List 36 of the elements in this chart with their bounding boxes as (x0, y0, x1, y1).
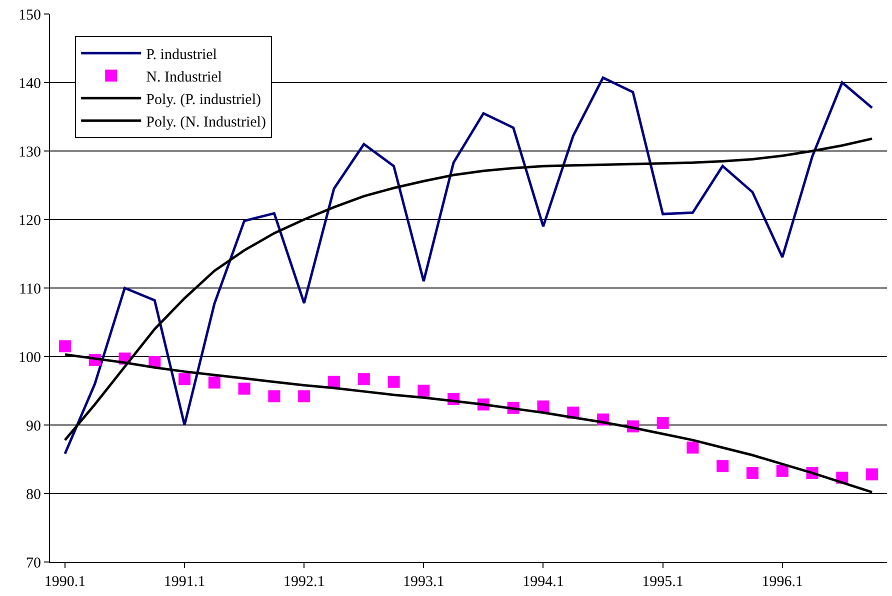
legend-label: N. Industriel (146, 70, 222, 86)
point (537, 400, 550, 413)
point (418, 384, 430, 397)
legend-label: P. industriel (146, 47, 217, 64)
point (746, 466, 758, 479)
y-tick-label: 150 (18, 7, 41, 24)
point (656, 416, 669, 429)
y-tick-label: 140 (18, 76, 41, 92)
y-tick-label: 110 (19, 281, 41, 298)
x-tick-label: 1994.1 (522, 574, 564, 590)
point (208, 376, 220, 389)
point (238, 382, 250, 395)
y-tick-label: 120 (18, 212, 41, 229)
legend-label: Poly. (P. industriel) (146, 92, 261, 108)
x-tick-label: 1996.1 (762, 574, 804, 590)
y-tick-label: 70 (26, 555, 41, 572)
x-tick-label: 1993.1 (403, 574, 444, 590)
x-tick-label: 1991.1 (164, 574, 206, 590)
legend-label: Poly. (N. Industriel) (146, 114, 266, 131)
point (776, 464, 788, 477)
point (358, 373, 370, 386)
x-tick-label: 1990.1 (44, 574, 86, 590)
y-tick-label: 80 (26, 486, 41, 503)
point (716, 460, 729, 472)
point (388, 376, 400, 388)
y-tick-label: 100 (18, 350, 41, 366)
point (686, 442, 699, 454)
y-tick-label: 90 (26, 418, 41, 434)
x-tick-label: 1992.1 (283, 574, 325, 590)
y-tick-label: 130 (18, 144, 41, 160)
point (866, 468, 878, 480)
point (58, 340, 71, 352)
point (268, 390, 280, 402)
point (298, 390, 310, 402)
x-tick-label: 1995.1 (642, 574, 684, 590)
point (178, 373, 191, 386)
